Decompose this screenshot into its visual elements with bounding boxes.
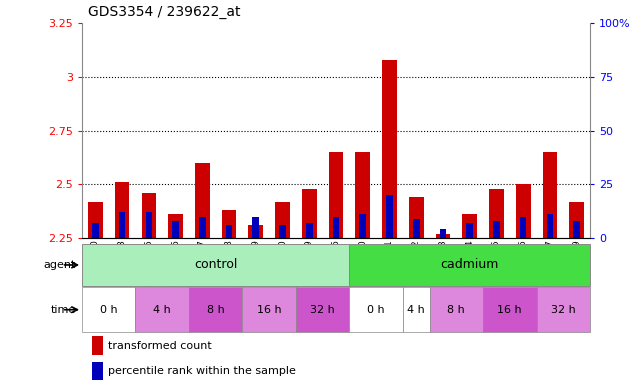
Text: 32 h: 32 h: [551, 305, 575, 315]
Bar: [172, 221, 179, 238]
Bar: [382, 60, 397, 238]
Bar: [516, 184, 531, 238]
Text: percentile rank within the sample: percentile rank within the sample: [109, 366, 297, 376]
Bar: [306, 223, 312, 238]
Bar: [168, 214, 183, 238]
Bar: [92, 223, 98, 238]
Text: 4 h: 4 h: [153, 305, 171, 315]
Bar: [189, 287, 242, 332]
Bar: [409, 197, 423, 238]
Bar: [483, 287, 536, 332]
Text: cadmium: cadmium: [440, 258, 499, 271]
Bar: [119, 212, 126, 238]
Bar: [275, 202, 290, 238]
Bar: [546, 214, 553, 238]
Text: 16 h: 16 h: [257, 305, 281, 315]
Bar: [82, 244, 350, 286]
Bar: [569, 202, 584, 238]
Bar: [302, 189, 317, 238]
Text: time: time: [50, 305, 76, 315]
Bar: [92, 362, 103, 380]
Bar: [493, 221, 500, 238]
Bar: [350, 244, 590, 286]
Bar: [249, 225, 263, 238]
Text: 0 h: 0 h: [367, 305, 385, 315]
Bar: [199, 217, 206, 238]
Text: control: control: [194, 258, 237, 271]
Bar: [92, 336, 103, 355]
Bar: [463, 214, 477, 238]
Text: 8 h: 8 h: [447, 305, 465, 315]
Text: 16 h: 16 h: [497, 305, 522, 315]
Text: 4 h: 4 h: [408, 305, 425, 315]
Bar: [520, 217, 526, 238]
Bar: [333, 217, 339, 238]
Bar: [296, 287, 350, 332]
Bar: [435, 234, 451, 238]
Bar: [82, 287, 136, 332]
Bar: [136, 287, 189, 332]
Bar: [466, 223, 473, 238]
Bar: [115, 182, 129, 238]
Text: 8 h: 8 h: [207, 305, 225, 315]
Text: 32 h: 32 h: [310, 305, 335, 315]
Bar: [146, 212, 152, 238]
Text: GDS3354 / 239622_at: GDS3354 / 239622_at: [88, 5, 241, 19]
Text: agent: agent: [44, 260, 76, 270]
Bar: [195, 163, 209, 238]
Bar: [355, 152, 370, 238]
Bar: [360, 214, 366, 238]
Bar: [430, 287, 483, 332]
Bar: [221, 210, 237, 238]
Bar: [403, 287, 430, 332]
Bar: [574, 221, 580, 238]
Bar: [226, 225, 232, 238]
Bar: [536, 287, 590, 332]
Bar: [440, 230, 446, 238]
Bar: [489, 189, 504, 238]
Bar: [386, 195, 392, 238]
Text: 0 h: 0 h: [100, 305, 117, 315]
Bar: [88, 202, 103, 238]
Bar: [242, 287, 296, 332]
Bar: [141, 193, 156, 238]
Bar: [413, 219, 420, 238]
Bar: [280, 225, 286, 238]
Bar: [252, 217, 259, 238]
Bar: [543, 152, 557, 238]
Bar: [350, 287, 403, 332]
Text: transformed count: transformed count: [109, 341, 212, 351]
Bar: [329, 152, 343, 238]
